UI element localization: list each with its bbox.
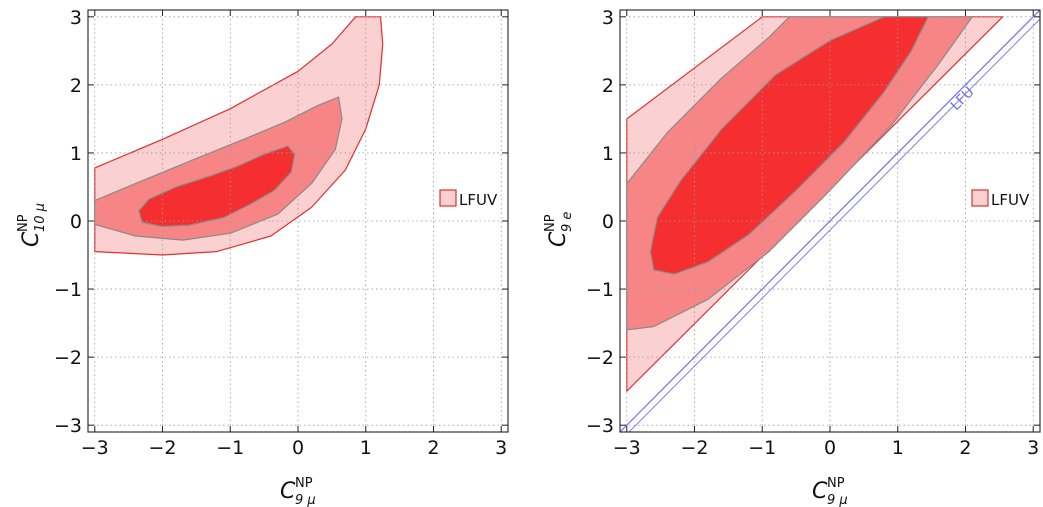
x-axis-title: C bbox=[812, 479, 828, 504]
x-tick-label: 0 bbox=[292, 437, 304, 459]
y-axis-title: C bbox=[546, 231, 571, 247]
x-axis-title: C bbox=[280, 479, 296, 504]
x-axis-title-sup: NP bbox=[295, 476, 313, 491]
x-tick-label: 0 bbox=[824, 437, 836, 459]
y-tick-label: 0 bbox=[602, 211, 614, 233]
x-axis-title-sub: 9 μ bbox=[827, 493, 848, 507]
y-tick-label: 0 bbox=[70, 211, 82, 233]
y-axis-title-sub: 9 e bbox=[560, 212, 575, 232]
legend-label: LFUV bbox=[991, 191, 1030, 209]
y-axis-title-sup: NP bbox=[16, 214, 31, 232]
x-tick-label: −1 bbox=[216, 437, 244, 459]
y-tick-label: −3 bbox=[54, 415, 82, 437]
y-axis-title-sup: NP bbox=[543, 214, 558, 232]
y-tick-label: 1 bbox=[70, 143, 82, 165]
y-axis-title-group: CNP 10 μ bbox=[16, 203, 48, 247]
y-tick-label: −1 bbox=[586, 279, 614, 301]
x-tick-label: 3 bbox=[495, 437, 507, 459]
legend-swatch bbox=[439, 189, 457, 207]
y-tick-label: −1 bbox=[54, 279, 82, 301]
contour-region-inner bbox=[649, 16, 929, 275]
lfu-line bbox=[620, 10, 1040, 432]
y-tick-label: 3 bbox=[70, 7, 82, 29]
y-tick-label: 3 bbox=[602, 7, 614, 29]
x-axis-title-sub: 9 μ bbox=[295, 493, 316, 507]
x-tick-label: 1 bbox=[360, 437, 372, 459]
x-tick-label: −3 bbox=[81, 437, 109, 459]
y-tick-label: −2 bbox=[54, 347, 82, 369]
x-tick-label: 1 bbox=[892, 437, 904, 459]
contour-region-inner bbox=[138, 145, 296, 227]
y-tick-label: 2 bbox=[70, 75, 82, 97]
y-axis-title-group: CNP 9 e bbox=[543, 212, 575, 247]
x-tick-label: −3 bbox=[613, 437, 641, 459]
legend-label: LFUV bbox=[459, 191, 498, 209]
y-tick-label: −2 bbox=[586, 347, 614, 369]
x-tick-label: −2 bbox=[681, 437, 709, 459]
y-axis-title: C bbox=[19, 231, 44, 247]
y-tick-label: 2 bbox=[602, 75, 614, 97]
lfu-line-band bbox=[628, 18, 1040, 432]
y-axis-title-sub: 10 μ bbox=[33, 203, 48, 232]
y-tick-label: 1 bbox=[602, 143, 614, 165]
x-tick-label: −2 bbox=[149, 437, 177, 459]
x-tick-label: 3 bbox=[1027, 437, 1039, 459]
y-tick-label: −3 bbox=[586, 415, 614, 437]
legend-swatch bbox=[971, 189, 989, 207]
x-tick-label: −1 bbox=[748, 437, 776, 459]
x-tick-label: 2 bbox=[427, 437, 439, 459]
x-axis-title-sup: NP bbox=[827, 476, 845, 491]
x-tick-label: 2 bbox=[959, 437, 971, 459]
